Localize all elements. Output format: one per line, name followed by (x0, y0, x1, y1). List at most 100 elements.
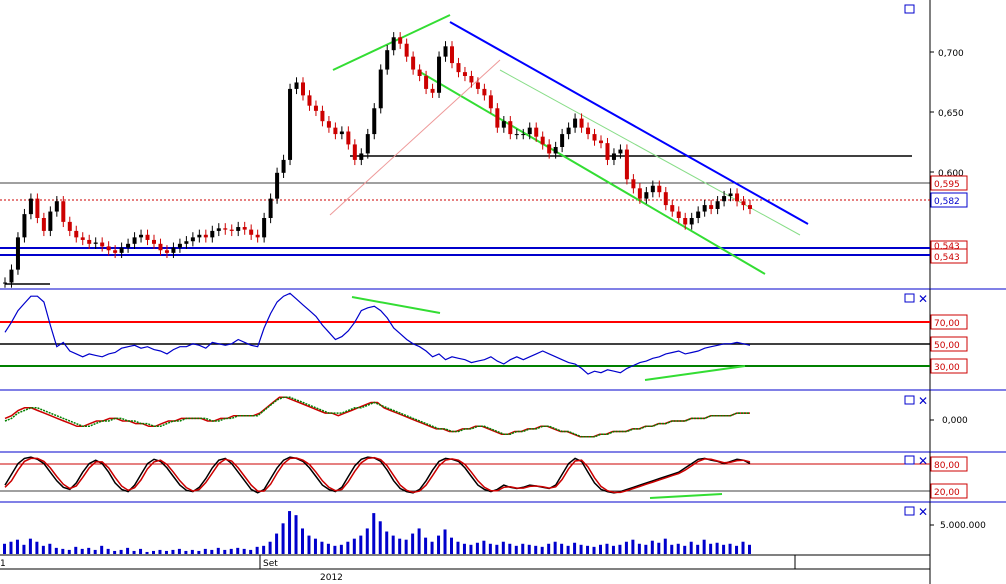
volume-bar (301, 528, 304, 554)
price-badge-text: 0,543 (934, 253, 960, 263)
x-icon[interactable]: ✕ (918, 292, 928, 306)
volume-bar (100, 545, 104, 554)
price-badge-text: 0,543 (934, 242, 960, 252)
volume-bar (437, 535, 441, 554)
uptrend-line-green (332, 14, 451, 71)
volume-bar (404, 539, 408, 554)
candle-body (488, 95, 493, 109)
x-icon[interactable]: ✕ (918, 505, 928, 519)
volume-bar (281, 523, 285, 554)
rsi-label-70: 70,00 (930, 314, 968, 330)
volume-bar (288, 511, 292, 554)
square-icon[interactable] (904, 395, 915, 405)
volume-bar (417, 528, 421, 554)
volume-bar (229, 548, 233, 554)
macd-signal-line (4, 396, 750, 438)
volume-bar (482, 540, 486, 554)
candle-body (9, 269, 14, 283)
volume-bar (618, 544, 622, 554)
volume-bar (294, 515, 298, 554)
volume-bar (41, 545, 45, 554)
rsi-panel: 70,00 50,00 30,00 ✕ (0, 289, 1006, 391)
candle-body (22, 214, 27, 238)
stoch-divergence-line (649, 493, 723, 499)
candle-body (631, 179, 636, 189)
volume-bar (579, 544, 583, 554)
candle-body (275, 172, 280, 199)
volume-bar (313, 538, 317, 554)
volume-bar (249, 549, 253, 554)
volume-bar (599, 544, 602, 554)
candle-body (676, 211, 681, 218)
candle-body (411, 56, 416, 70)
candle-body (586, 127, 591, 135)
x-icon[interactable]: ✕ (918, 454, 928, 468)
stoch-label-20: 20,00 (930, 483, 968, 499)
volume-bar (236, 547, 240, 554)
candle-body (229, 229, 234, 231)
volume-tick-label: 5.000.000 (940, 521, 986, 531)
volume-bar (443, 529, 447, 554)
candle-body (735, 193, 740, 202)
candle-body (74, 230, 79, 238)
volume-bar (365, 528, 369, 554)
candle-body (624, 149, 629, 180)
volume-bar (624, 541, 628, 554)
stoch-level-text: 20,00 (934, 488, 960, 498)
square-icon[interactable] (904, 293, 915, 303)
volume-bar (508, 543, 512, 554)
volume-bar (177, 548, 181, 554)
volume-bar (119, 549, 123, 554)
x-axis: 1 Set 2012 (0, 554, 930, 583)
candle-body (184, 241, 189, 244)
candle-body (3, 282, 7, 284)
candle-body (352, 144, 357, 160)
square-icon[interactable] (904, 455, 915, 465)
candle-body (119, 247, 124, 253)
channel-line-green (419, 71, 766, 275)
volume-bar (540, 546, 544, 554)
volume-bar (676, 543, 680, 554)
volume-bar (164, 550, 168, 554)
volume-bar (637, 543, 641, 554)
candle-body (346, 131, 351, 145)
volume-bar (644, 544, 648, 554)
candle-body (560, 134, 565, 147)
volume-bar (352, 538, 356, 554)
candle-body (385, 50, 390, 70)
rsi-divergence-line (351, 296, 441, 314)
volume-bar (398, 538, 402, 554)
volume-bar (592, 546, 596, 554)
volume-bar (35, 541, 39, 554)
volume-bar (145, 551, 149, 554)
x-icon[interactable]: ✕ (918, 394, 928, 408)
volume-bar (126, 547, 130, 554)
candle-body (417, 69, 422, 76)
candle-body (450, 46, 454, 64)
square-icon[interactable] (904, 4, 915, 14)
volume-bar (650, 540, 654, 554)
stochastic-panel: 80,00 20,00 ✕ (0, 452, 1006, 503)
candle-body (313, 105, 318, 111)
candle-body (495, 108, 500, 128)
candle-body (242, 227, 247, 230)
volume-bar (663, 538, 667, 554)
volume-bar (547, 543, 551, 554)
candle-body (514, 134, 519, 136)
candle-body (592, 134, 597, 141)
rsi-label-50: 50,00 (930, 336, 968, 352)
volume-bar (696, 544, 700, 554)
volume-bar (262, 545, 266, 554)
candle-body (508, 121, 513, 135)
candle-body (203, 234, 208, 238)
volume-bar (171, 549, 175, 554)
candle-body (106, 246, 111, 251)
square-icon[interactable] (904, 506, 915, 516)
volume-bar (106, 548, 110, 554)
candle-body (372, 108, 377, 135)
x-tick-label: Set (263, 559, 278, 569)
candle-body (100, 242, 105, 247)
rsi-divergence-line-2 (644, 365, 746, 381)
volume-bar (527, 544, 531, 554)
candle-body (637, 188, 642, 199)
